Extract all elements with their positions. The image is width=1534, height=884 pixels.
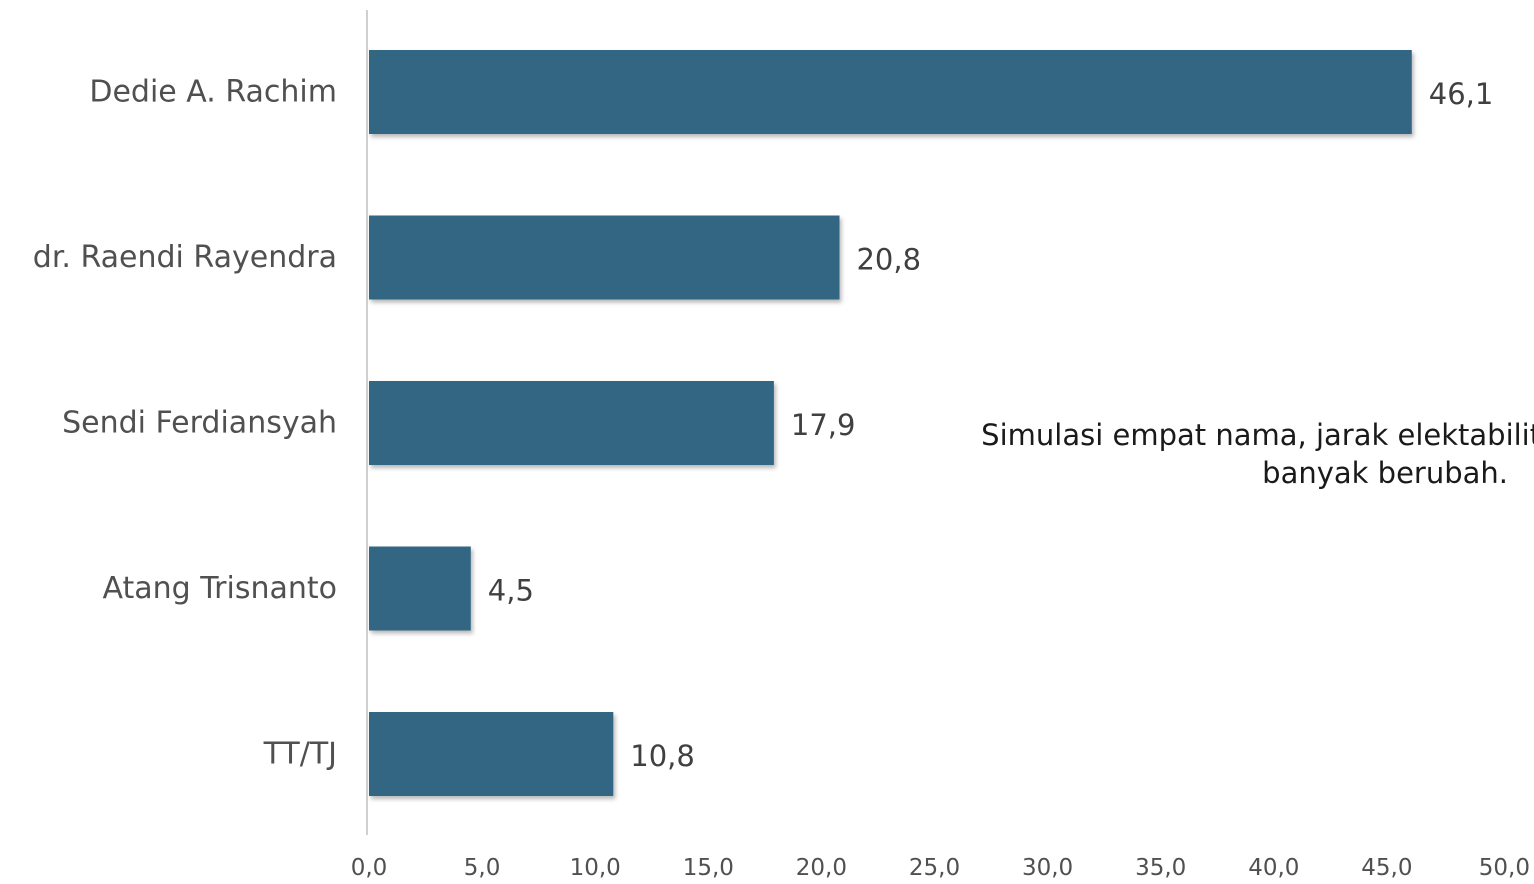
x-tick-label: 40,0 bbox=[1248, 855, 1299, 881]
data-label: 46,1 bbox=[1429, 77, 1494, 111]
bar bbox=[369, 50, 1412, 134]
data-label: 4,5 bbox=[488, 574, 534, 608]
x-tick-label: 0,0 bbox=[351, 855, 388, 881]
annotation-line-2: banyak berubah. bbox=[1262, 456, 1508, 490]
x-tick-label: 50,0 bbox=[1479, 855, 1530, 881]
category-label: TT/TJ bbox=[263, 737, 337, 772]
x-tick-label: 5,0 bbox=[464, 855, 501, 881]
bar bbox=[369, 546, 471, 631]
annotation-text: Simulasi empat nama, jarak elektabilitas… bbox=[814, 416, 1534, 492]
category-label: Atang Trisnanto bbox=[103, 571, 337, 606]
bar bbox=[369, 215, 840, 300]
x-tick-label: 10,0 bbox=[570, 855, 621, 881]
x-tick-label: 15,0 bbox=[683, 855, 734, 881]
category-label: Dedie A. Rachim bbox=[89, 75, 337, 110]
x-tick-label: 20,0 bbox=[796, 855, 847, 881]
x-tick-label: 25,0 bbox=[909, 855, 960, 881]
bar bbox=[369, 712, 614, 796]
data-label: 10,8 bbox=[630, 739, 695, 773]
data-label: 20,8 bbox=[856, 243, 921, 277]
annotation-line-1: Simulasi empat nama, jarak elektabilitas bbox=[981, 418, 1534, 452]
category-label: Sendi Ferdiansyah bbox=[62, 406, 337, 441]
bar bbox=[369, 381, 774, 465]
x-tick-label: 35,0 bbox=[1135, 855, 1186, 881]
data-label: 17,9 bbox=[791, 408, 856, 442]
x-tick-label: 45,0 bbox=[1361, 855, 1412, 881]
x-tick-label: 30,0 bbox=[1022, 855, 1073, 881]
category-label: dr. Raendi Rayendra bbox=[33, 240, 337, 275]
